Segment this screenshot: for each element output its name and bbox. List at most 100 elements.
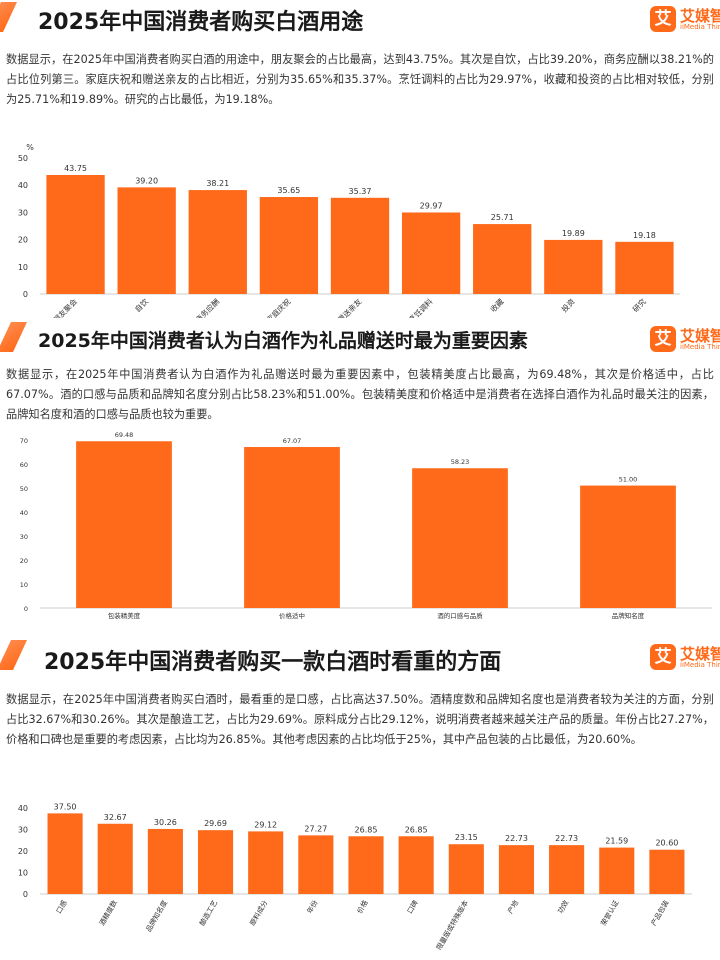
y-tick-label: 30 [20, 533, 28, 541]
y-axis-label: % [26, 143, 34, 152]
bar [248, 831, 284, 894]
data-label: 39.20 [135, 176, 158, 185]
y-tick-label: 0 [23, 290, 28, 299]
bar [47, 813, 83, 894]
bar [649, 849, 685, 894]
logo-english: iiMedia Think Tank [680, 343, 720, 351]
y-tick-label: 10 [18, 263, 28, 272]
data-label: 37.50 [54, 802, 77, 811]
y-tick-label: 10 [18, 869, 28, 878]
x-tick-label: 年份 [305, 899, 320, 916]
section-description: 数据显示，在2025年中国消费者购买白酒时，最看重的是口感，占比高达37.50%… [6, 693, 714, 746]
x-tick-label: 赠送亲友 [335, 296, 364, 318]
iimedia-logo: 艾 艾媒智库 iiMedia Think Tank [650, 326, 720, 354]
logo-mark-icon: 艾 [650, 644, 676, 670]
bar [448, 844, 484, 894]
bar [401, 212, 461, 294]
y-tick-label: 50 [20, 485, 28, 493]
data-label: 21.59 [605, 837, 628, 846]
gift-factors-bar-chart: 0 10 20 30 40 50 60 70 69.48 包装精美度 67.07 价格适中 58.23 酒… [20, 431, 712, 620]
y-tick-label: 20 [18, 236, 28, 245]
bar [188, 190, 247, 294]
data-label: 35.37 [349, 187, 372, 196]
bar [549, 845, 585, 894]
bar [498, 845, 535, 894]
x-tick-label: 商务应酬 [193, 296, 221, 318]
bar [76, 441, 172, 608]
bar [398, 836, 434, 894]
data-label: 43.75 [64, 164, 87, 173]
x-tick-label: 限量版或特殊版本 [434, 899, 470, 952]
x-tick-label: 口感 [54, 899, 69, 916]
iimedia-logo: 艾 艾媒智库 iiMedia Think Tank [650, 644, 720, 672]
logo-english: iiMedia Think Tank [680, 661, 720, 669]
x-tick-label: 酿造工艺 [197, 899, 219, 928]
x-tick-label: 包装精美度 [108, 611, 141, 620]
x-tick-label: 口碑 [405, 899, 420, 916]
section-purchase-factors: 2025年中国消费者购买一款白酒时看重的方面 艾 艾媒智库 iiMedia Th… [0, 638, 720, 960]
x-tick-label: 家庭庆祝 [264, 296, 293, 318]
data-label: 22.73 [505, 834, 528, 843]
logo-mark-icon: 艾 [650, 6, 676, 32]
title-accent [0, 640, 27, 670]
x-tick-label: 研究 [630, 296, 648, 314]
data-label: 22.73 [555, 834, 578, 843]
bar [599, 847, 635, 894]
bar [580, 485, 676, 608]
data-label: 30.26 [154, 818, 177, 827]
logo-name: 艾媒智库 [680, 327, 720, 345]
bar [348, 836, 384, 894]
logo-name: 艾媒智库 [680, 645, 720, 663]
iimedia-logo: 艾 艾媒智库 iiMedia Think Tank [650, 6, 720, 34]
data-label: 58.23 [451, 458, 470, 466]
y-tick-label: 30 [18, 826, 28, 835]
bar [97, 823, 133, 894]
data-label: 26.85 [355, 825, 378, 834]
data-label: 19.18 [633, 231, 656, 240]
section-description: 数据显示，在2025年中国消费者认为白酒作为礼品赠送时最为重要因素中，包装精美度… [6, 368, 714, 421]
y-tick-label: 60 [20, 461, 28, 469]
data-label: 69.48 [115, 431, 134, 439]
bar [615, 241, 674, 294]
data-label: 19.89 [562, 229, 585, 238]
x-tick-label: 品牌知名度 [144, 899, 169, 934]
section-title: 2025年中国消费者购买白酒用途 [38, 10, 364, 35]
bar [298, 835, 334, 894]
usage-bar-chart: % 0 10 20 30 40 50 43.75 朋友聚会 39.20 自饮 38.21 商务应酬 35.… [18, 143, 680, 318]
x-tick-label: 酒的口感与品质 [437, 611, 483, 620]
bar [412, 468, 508, 608]
x-tick-label: 荣誉认证 [599, 899, 621, 928]
x-tick-label: 产地 [505, 899, 520, 916]
bar [197, 830, 234, 894]
x-tick-label: 产品包装 [649, 899, 671, 928]
bar [544, 239, 603, 294]
section-header: 2025年中国消费者认为白酒作为礼品赠送时最为重要因素 艾 艾媒智库 iiMed… [0, 320, 720, 364]
section-usage: 2025年中国消费者购买白酒用途 艾 艾媒智库 iiMedia Think Ta… [0, 0, 720, 320]
bar [330, 197, 390, 294]
y-tick-label: 40 [18, 804, 28, 813]
data-label: 23.15 [455, 833, 478, 842]
purchase-factors-bar-chart: 0 10 20 30 40 37.50 口感 32.67 酒精度数 30.26 品牌知名度 29.69… [18, 802, 692, 952]
logo-name: 艾媒智库 [680, 7, 720, 25]
x-tick-label: 原料成分 [248, 899, 270, 928]
data-label: 29.12 [254, 820, 277, 829]
x-tick-label: 朋友聚会 [51, 296, 80, 318]
data-label: 32.67 [104, 813, 127, 822]
y-tick-label: 0 [24, 605, 28, 613]
title-accent [0, 322, 27, 352]
bar [117, 187, 176, 294]
x-tick-label: 价格适中 [279, 611, 305, 620]
y-tick-label: 50 [18, 154, 28, 163]
data-label: 35.65 [277, 186, 300, 195]
title-accent [0, 2, 17, 32]
data-label: 38.21 [206, 179, 229, 188]
y-tick-label: 40 [20, 509, 28, 517]
x-tick-label: 自饮 [132, 296, 150, 314]
y-tick-label: 40 [18, 181, 28, 190]
bar [147, 828, 183, 894]
bar [244, 447, 340, 608]
y-tick-label: 70 [20, 437, 28, 445]
bar [473, 224, 532, 294]
x-tick-label: 功效 [556, 899, 571, 916]
x-tick-label: 价格 [355, 899, 370, 916]
